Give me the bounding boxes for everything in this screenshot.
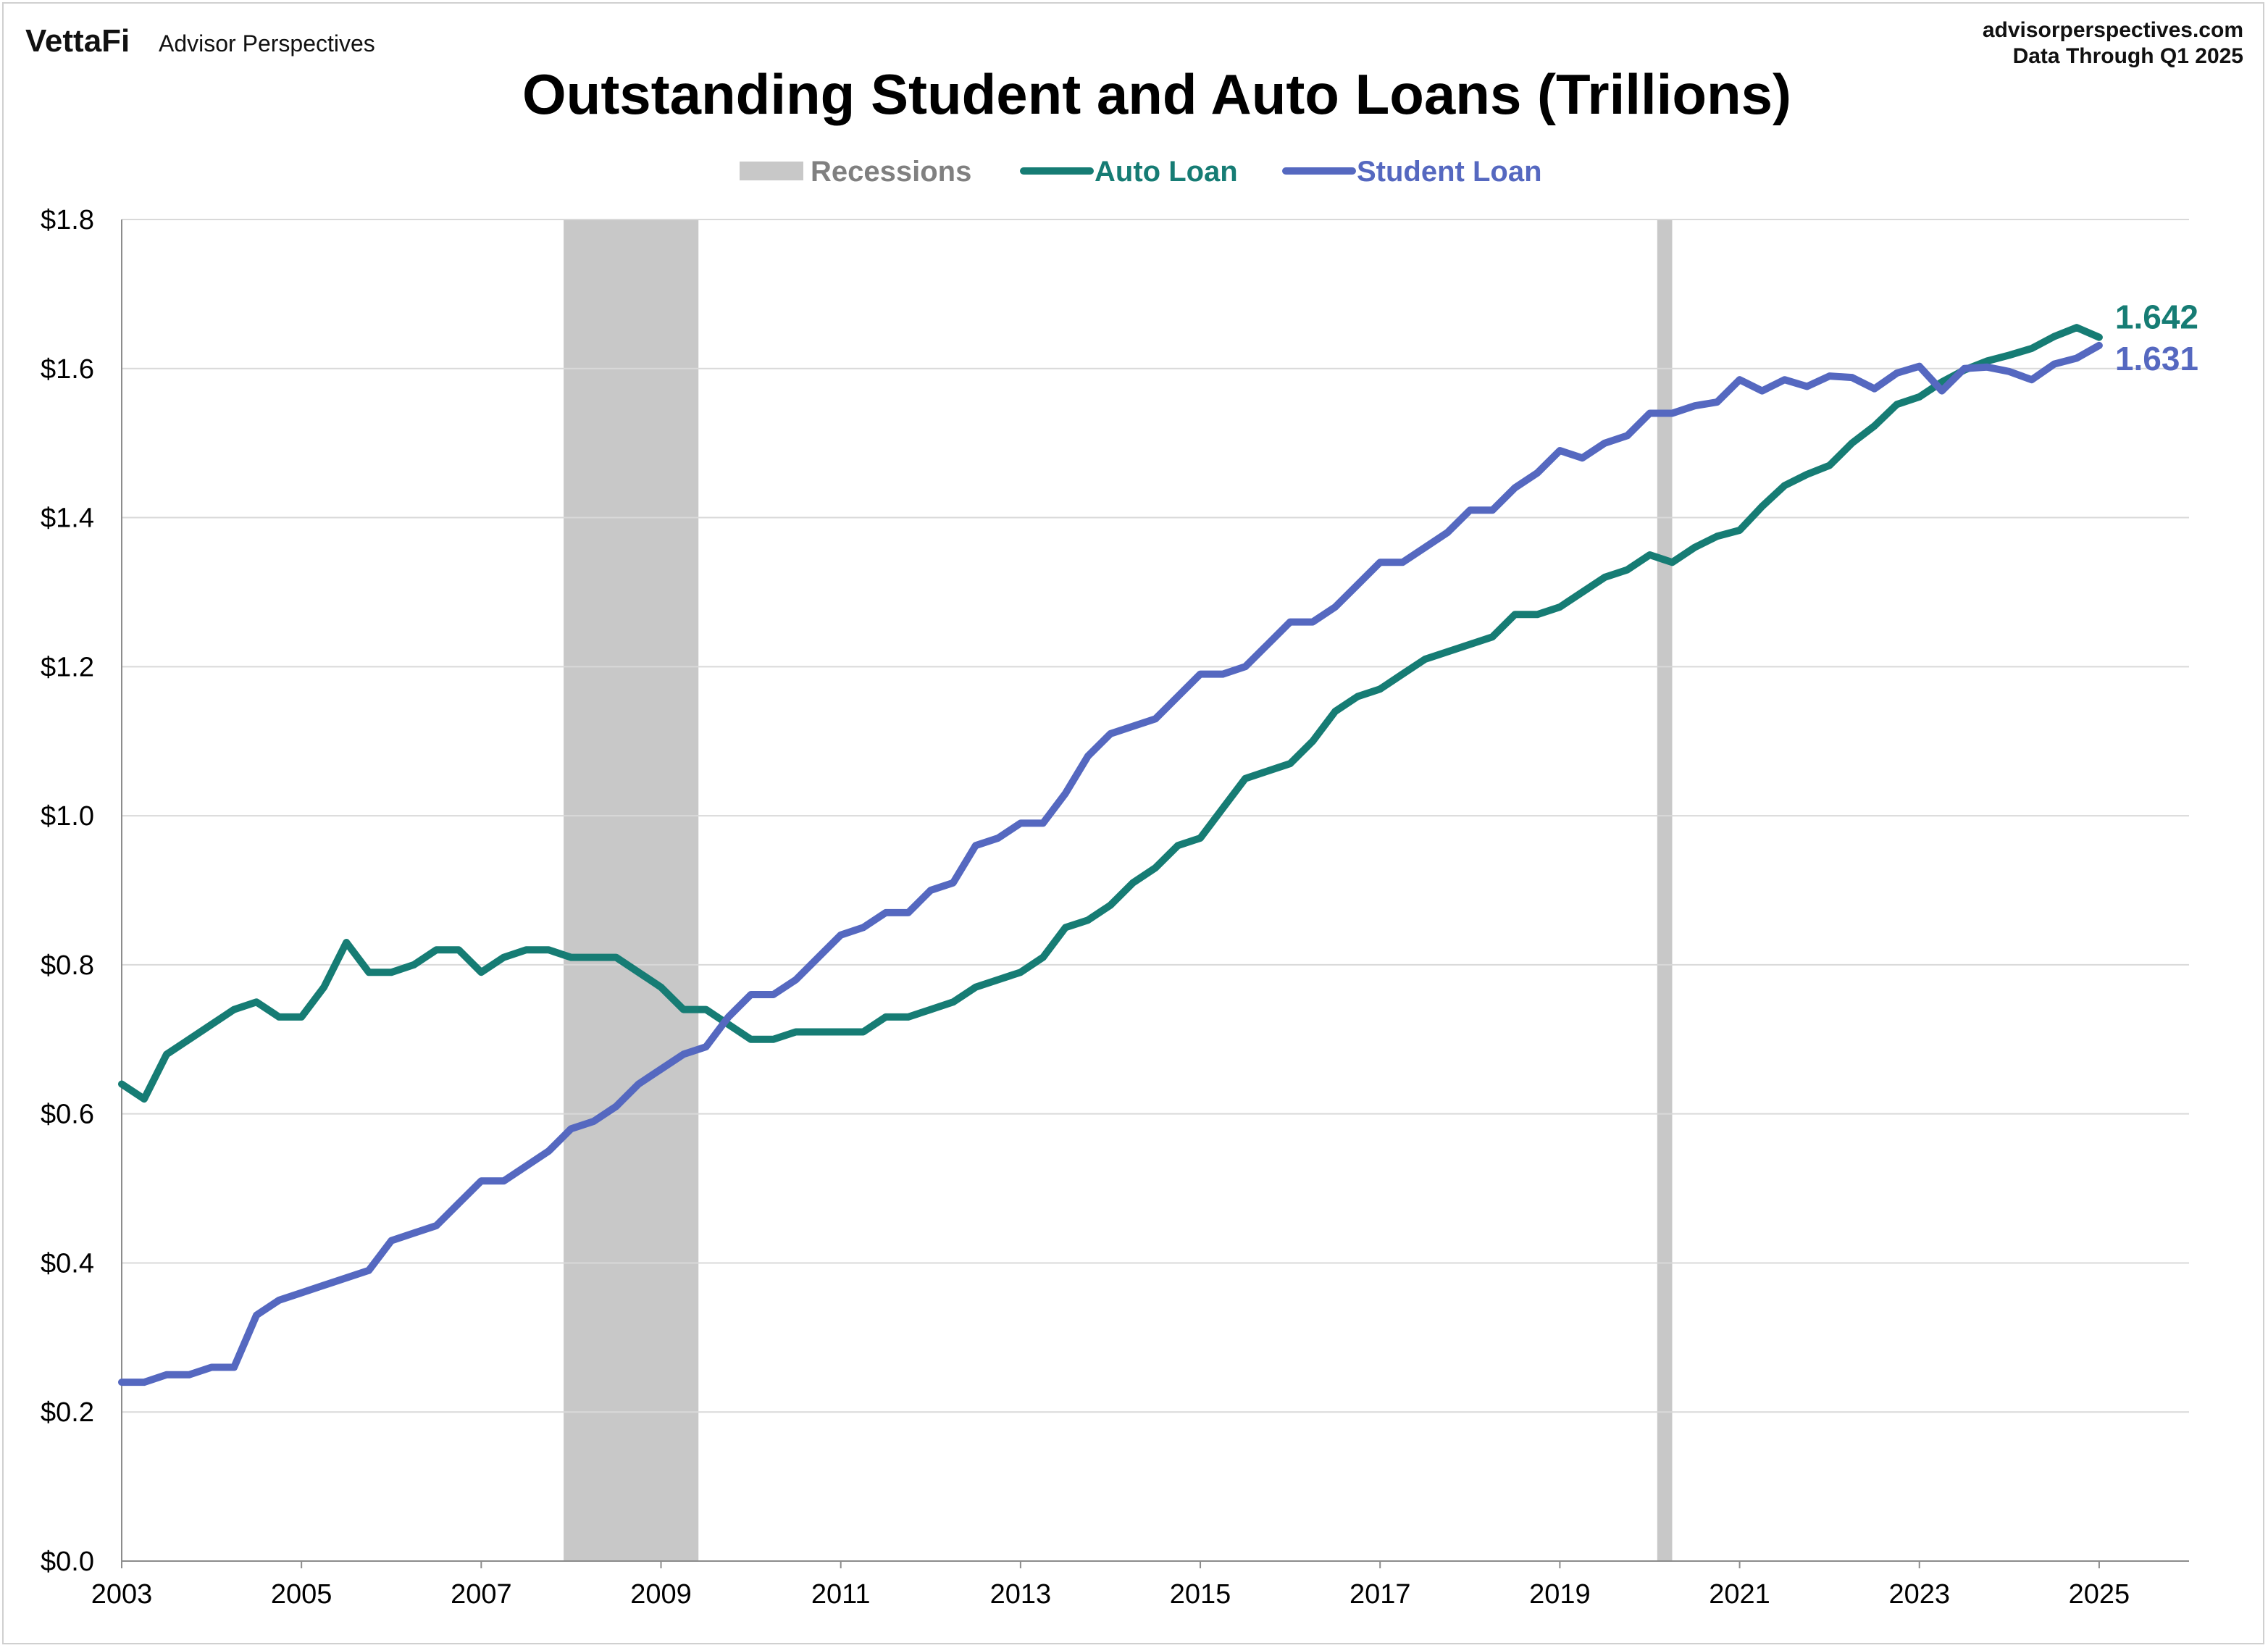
- auto-loan-line: [118, 324, 2103, 1103]
- x-tick-label: 2017: [1349, 1579, 1411, 1610]
- vettafi-logo: VettaFi: [25, 23, 130, 59]
- y-tick-label: $0.4: [41, 1248, 94, 1279]
- advisor-perspectives-name: Advisor Perspectives: [159, 30, 375, 57]
- recession-bands: [564, 219, 1673, 1561]
- end-labels: 1.642 1.631: [2115, 298, 2198, 377]
- chart-svg: VettaFi Advisor Perspectives advisorpers…: [25, 18, 2243, 1610]
- recession-band-1: [564, 219, 699, 1561]
- x-tick-label: 2011: [811, 1579, 871, 1610]
- student-loan-end-label: 1.631: [2115, 340, 2198, 377]
- axes: $0.0 $0.2 $0.4 $0.6 $0.8 $1.0 $1.2 $1.4 $1.6 $1.8…: [41, 205, 2189, 1610]
- y-tick-label: $1.4: [41, 503, 94, 534]
- y-tick-label: $1.2: [41, 652, 94, 682]
- x-tick-label: 2015: [1170, 1579, 1231, 1610]
- chart-title: Outstanding Student and Auto Loans (Tril…: [522, 62, 1791, 126]
- x-tick-label: 2007: [451, 1579, 512, 1610]
- legend: Recessions Auto Loan Student Loan: [740, 156, 1542, 188]
- y-tick-label: $0.6: [41, 1100, 94, 1130]
- x-tick-label: 2025: [2069, 1579, 2130, 1610]
- x-tick-label: 2023: [1888, 1579, 1950, 1610]
- y-tick-label: $1.0: [41, 801, 94, 832]
- legend-label-student-loan: Student Loan: [1357, 156, 1542, 188]
- x-tick-label: 2003: [91, 1579, 153, 1610]
- y-tick-label: $1.6: [41, 354, 94, 385]
- gridlines: [122, 219, 2189, 1413]
- y-tick-label: $0.0: [41, 1547, 94, 1577]
- legend-label-auto-loan: Auto Loan: [1095, 156, 1238, 188]
- y-tick-label: $1.8: [41, 205, 94, 235]
- x-tick-label: 2019: [1529, 1579, 1591, 1610]
- y-tick-label: $0.2: [41, 1397, 94, 1428]
- series-lines: [118, 324, 2103, 1386]
- x-tick-label: 2005: [271, 1579, 332, 1610]
- legend-swatch-recessions: [740, 162, 803, 180]
- y-tick-label: $0.8: [41, 950, 94, 981]
- student-loan-line: [118, 341, 2103, 1386]
- x-tick-label: 2013: [990, 1579, 1052, 1610]
- site-url: advisorperspectives.com: [1983, 18, 2243, 42]
- x-tick-label: 2021: [1709, 1579, 1770, 1610]
- data-through-note: Data Through Q1 2025: [2013, 44, 2243, 68]
- recession-band-2: [1657, 219, 1673, 1561]
- x-tick-label: 2009: [630, 1579, 692, 1610]
- auto-loan-end-label: 1.642: [2115, 298, 2198, 336]
- legend-label-recessions: Recessions: [811, 156, 971, 188]
